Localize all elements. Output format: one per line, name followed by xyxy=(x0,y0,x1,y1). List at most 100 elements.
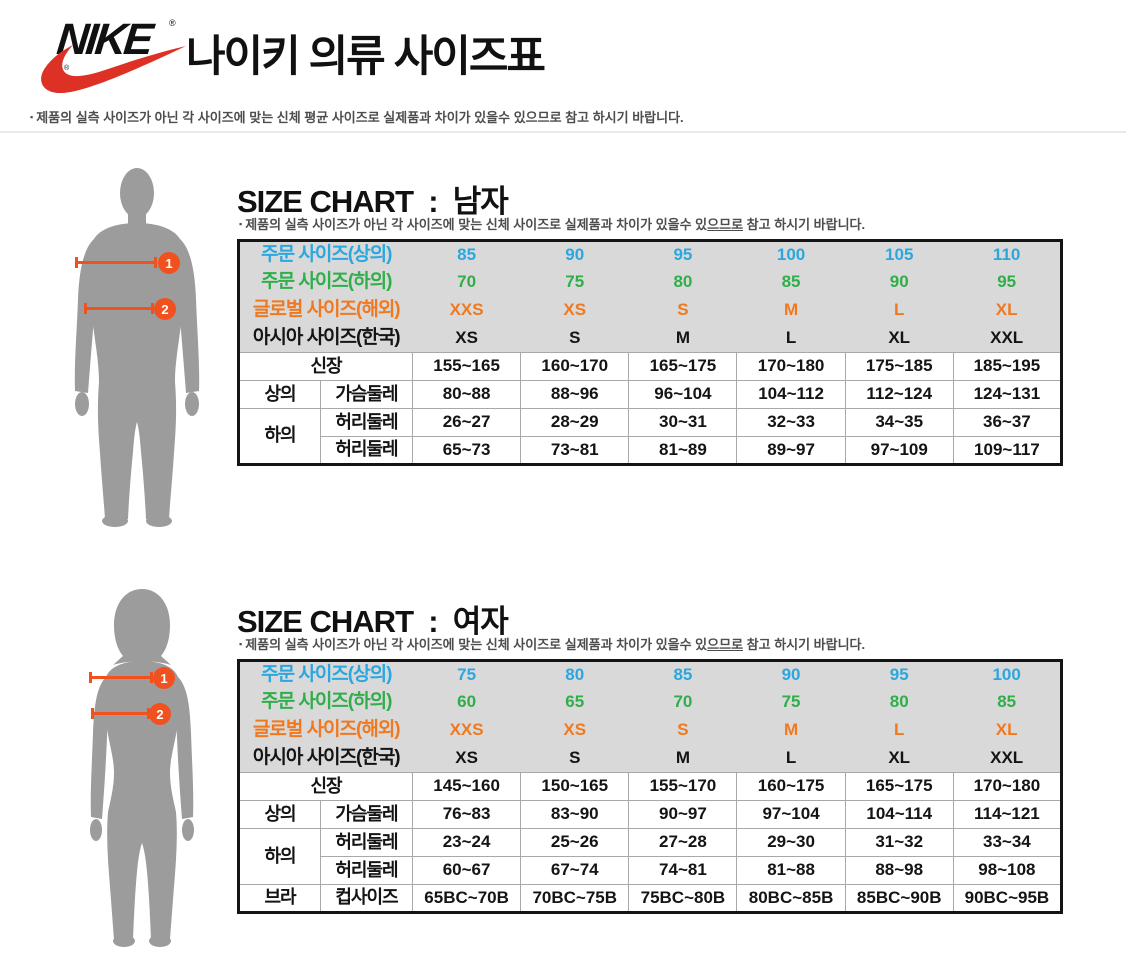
measurement-value-cell: 83~90 xyxy=(520,800,630,829)
size-value-cell: 60 xyxy=(412,688,521,717)
measurement-value-cell: 98~108 xyxy=(952,856,1063,885)
bullet-icon: ▪ xyxy=(239,639,243,649)
page-note: ▪ 제품의 실측 사이즈가 아닌 각 사이즈에 맞는 신체 평균 사이즈로 실제품… xyxy=(30,107,684,126)
measurement-value-cell: 185~195 xyxy=(952,352,1063,381)
measurement-value-cell: 104~114 xyxy=(844,800,954,829)
size-value-cell: 80 xyxy=(520,660,629,689)
size-value-cell: XS xyxy=(412,744,521,773)
registered-mark-icon: ® xyxy=(64,64,70,72)
row-label: 허리둘레 xyxy=(319,408,414,437)
row-label: 신장 xyxy=(237,772,414,801)
measurement-value-cell: 80BC~85B xyxy=(736,884,846,913)
size-value-cell: 95 xyxy=(628,240,737,269)
row-label: 아시아 사이즈(한국) xyxy=(238,324,413,353)
measurement-value-cell: 160~170 xyxy=(520,352,630,381)
note-text-underlined: 으므로 xyxy=(707,637,744,652)
measurement-value-cell: 25~26 xyxy=(520,828,630,857)
size-value-cell: XL xyxy=(845,324,954,353)
chest-measure-line xyxy=(89,672,153,683)
size-value-cell: 80 xyxy=(845,688,954,717)
table-header-row: 아시아 사이즈(한국) XS S M L XL XXL xyxy=(238,744,1062,773)
row-label: 아시아 사이즈(한국) xyxy=(238,744,413,773)
chest-measure-line xyxy=(75,257,157,268)
measurement-value-cell: 155~170 xyxy=(628,772,738,801)
size-value-cell: S xyxy=(520,744,629,773)
row-label: 컵사이즈 xyxy=(319,884,414,913)
size-value-cell: L xyxy=(736,324,846,353)
measurement-value-cell: 67~74 xyxy=(520,856,630,885)
measurement-value-cell: 27~28 xyxy=(628,828,738,857)
size-value-cell: M xyxy=(628,744,737,773)
table-row: 하의 허리둘레 26~27 28~29 30~31 32~33 34~35 36~37 xyxy=(238,408,1063,465)
measurement-value-cell: 31~32 xyxy=(844,828,954,857)
male-body-figure: 1 2 xyxy=(40,165,235,527)
size-value-cell: L xyxy=(736,744,846,773)
measurement-value-cell: 85BC~90B xyxy=(844,884,954,913)
size-value-cell: 85 xyxy=(736,268,846,297)
measurement-value-cell: 150~165 xyxy=(520,772,630,801)
size-value-cell: S xyxy=(520,324,629,353)
measurement-value-cell: 74~81 xyxy=(628,856,738,885)
bullet-icon: ▪ xyxy=(239,219,243,229)
women-size-table: 주문 사이즈(상의) 75 80 85 90 95 100 주문 사이즈(하의) 60 65 70 7… xyxy=(237,659,1063,914)
women-section-heading: SIZE CHART : 여자 xyxy=(237,604,509,639)
row-label: 주문 사이즈(하의) xyxy=(238,268,413,297)
size-value-cell: XS xyxy=(520,296,629,325)
male-silhouette xyxy=(74,168,200,527)
table-header-row: 주문 사이즈(상의) 85 90 95 100 105 110 xyxy=(238,240,1062,269)
size-value-cell: 85 xyxy=(953,688,1062,717)
size-value-cell: XXL xyxy=(953,744,1062,773)
table-header-row: 주문 사이즈(하의) 60 65 70 75 80 85 xyxy=(238,688,1062,717)
page-title: 나이키 의류 사이즈표 xyxy=(186,33,546,81)
size-value-cell: 75 xyxy=(736,688,846,717)
measurement-value-cell: 70BC~75B xyxy=(520,884,630,913)
measurement-value-cell: 170~180 xyxy=(736,352,846,381)
measurement-value-cell: 28~29 xyxy=(520,408,630,437)
measurement-value-cell: 90BC~95B xyxy=(952,884,1063,913)
row-label: 가슴둘레 xyxy=(319,380,414,409)
row-label: 주문 사이즈(상의) xyxy=(238,660,413,689)
size-value-cell: 90 xyxy=(845,268,954,297)
size-value-cell: XXL xyxy=(953,324,1062,353)
row-label: 가슴둘레 xyxy=(319,800,414,829)
table-row: 신장 155~165 160~170 165~175 170~180 175~185 185… xyxy=(237,352,1063,381)
row-label: 상의 xyxy=(238,380,321,409)
measurement-value-cell: 30~31 xyxy=(628,408,738,437)
size-value-cell: 100 xyxy=(736,240,846,269)
size-value-cell: XL xyxy=(953,296,1062,325)
measurement-value-cell: 109~117 xyxy=(952,436,1063,465)
row-label: 허리둘레 xyxy=(319,436,414,465)
measure-badge-2: 2 xyxy=(149,703,171,725)
measurement-value-cell: 33~34 xyxy=(952,828,1063,857)
measurement-value-cell: 32~33 xyxy=(736,408,846,437)
size-value-cell: XL xyxy=(845,744,954,773)
row-label: 상의 xyxy=(238,800,321,829)
note-text: 참고 하시기 바랍니다. xyxy=(743,637,866,652)
table-row: 하의 허리둘레 23~24 25~26 27~28 29~30 31~32 33~34 xyxy=(238,828,1063,885)
measurement-value-cell: 165~175 xyxy=(844,772,954,801)
note-text: 제품의 실측 사이즈가 아닌 각 사이즈에 맞는 신체 사이즈로 실제품과 차이… xyxy=(245,217,708,232)
measurement-value-cell: 104~112 xyxy=(736,380,846,409)
waist-measure-line xyxy=(84,303,154,314)
measurement-value-cell: 88~96 xyxy=(520,380,630,409)
table-header-row: 글로벌 사이즈(해외) XXS XS S M L XL xyxy=(238,296,1062,325)
men-section-note: ▪ 제품의 실측 사이즈가 아닌 각 사이즈에 맞는 신체 사이즈로 실제품과 차… xyxy=(239,214,865,233)
bullet-icon: ▪ xyxy=(30,112,34,122)
note-text-underlined: 으므로 xyxy=(707,217,744,232)
row-label: 신장 xyxy=(237,352,414,381)
size-value-cell: 75 xyxy=(520,268,629,297)
size-value-cell: 80 xyxy=(628,268,737,297)
size-value-cell: M xyxy=(628,324,737,353)
measurement-value-cell: 23~24 xyxy=(412,828,522,857)
row-label: 글로벌 사이즈(해외) xyxy=(238,296,413,325)
measurement-value-cell: 75BC~80B xyxy=(628,884,738,913)
measurement-value-cell: 96~104 xyxy=(628,380,738,409)
row-label: 주문 사이즈(하의) xyxy=(238,688,413,717)
size-value-cell: 95 xyxy=(845,660,954,689)
size-value-cell: 70 xyxy=(412,268,521,297)
measurement-value-cell: 65BC~70B xyxy=(412,884,522,913)
measurement-value-cell: 81~88 xyxy=(736,856,846,885)
size-value-cell: 65 xyxy=(520,688,629,717)
table-row: 상의 가슴둘레 76~83 83~90 90~97 97~104 104~114 114~12… xyxy=(238,800,1063,829)
